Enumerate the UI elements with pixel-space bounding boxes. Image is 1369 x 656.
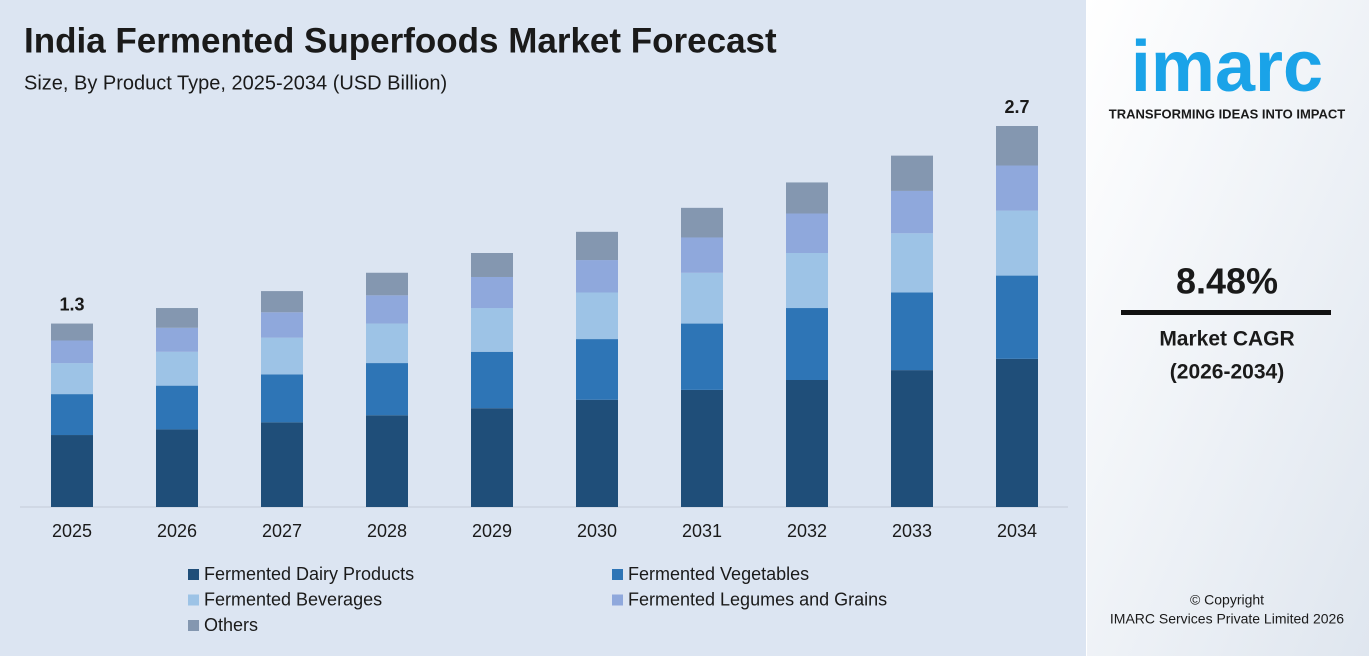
bar-segment <box>996 126 1038 166</box>
legend-swatch <box>188 594 199 606</box>
cagr-period: (2026-2034) <box>1170 361 1284 384</box>
bar-segment <box>576 292 618 340</box>
legend-label: Fermented Dairy Products <box>204 564 414 584</box>
x-tick-label: 2026 <box>157 521 197 541</box>
bar-segment <box>996 210 1038 276</box>
bar-segment <box>996 358 1038 507</box>
legend-swatch <box>612 594 623 606</box>
bar-segment <box>681 237 723 273</box>
x-tick-label: 2034 <box>997 521 1037 541</box>
company: IMARC Services Private Limited 2026 <box>1110 611 1344 627</box>
bar-segment <box>51 363 93 395</box>
bar-segment <box>576 260 618 293</box>
bar-segment <box>576 399 618 507</box>
legend-swatch <box>188 569 199 580</box>
bar-segment <box>471 351 513 409</box>
x-tick-label: 2030 <box>577 521 617 541</box>
legend-label: Others <box>204 615 258 635</box>
bar-segment <box>366 363 408 416</box>
bar-segment <box>891 370 933 507</box>
x-tick-label: 2033 <box>892 521 932 541</box>
logo: imarc <box>1131 27 1323 107</box>
legend-swatch <box>612 569 623 580</box>
bar-segment <box>996 165 1038 211</box>
chart-subtitle: Size, By Product Type, 2025-2034 (USD Bi… <box>24 72 447 94</box>
total-label: 1.3 <box>59 294 84 314</box>
bar-segment <box>891 155 933 191</box>
bar-segment <box>891 292 933 371</box>
x-tick-label: 2027 <box>262 521 302 541</box>
legend-label: Fermented Vegetables <box>628 564 809 584</box>
x-tick-label: 2031 <box>682 521 722 541</box>
bar-segment <box>261 374 303 423</box>
bar-segment <box>156 308 198 328</box>
bar-segment <box>891 233 933 293</box>
bar-segment <box>261 422 303 507</box>
bar-segment <box>576 231 618 261</box>
bar-segment <box>51 394 93 436</box>
bar-segment <box>681 389 723 507</box>
bar-segment <box>366 323 408 364</box>
bar-segment <box>366 272 408 296</box>
bar-segment <box>996 275 1038 359</box>
bar-segment <box>261 312 303 338</box>
bar-segment <box>51 340 93 364</box>
x-tick-label: 2032 <box>787 521 827 541</box>
bar-segment <box>786 182 828 214</box>
bar-segment <box>786 213 828 253</box>
bar-segment <box>261 337 303 375</box>
bar-segment <box>681 207 723 238</box>
cagr-value: 8.48% <box>1176 261 1278 302</box>
bar-segment <box>471 276 513 309</box>
bar-segment <box>366 415 408 507</box>
bar-segment <box>681 272 723 324</box>
x-tick-label: 2029 <box>472 521 512 541</box>
total-label: 2.7 <box>1004 97 1029 117</box>
bar-segment <box>156 351 198 386</box>
bar-segment <box>156 385 198 430</box>
tagline: TRANSFORMING IDEAS INTO IMPACT <box>1109 106 1345 121</box>
bar-segment <box>576 339 618 400</box>
bar-segment <box>156 429 198 507</box>
legend-label: Fermented Legumes and Grains <box>628 589 887 609</box>
cagr-rule <box>1121 310 1331 315</box>
legend-label: Fermented Beverages <box>204 589 382 609</box>
bar-segment <box>681 323 723 390</box>
bar-segment <box>366 295 408 324</box>
bar-segment <box>786 380 828 507</box>
side-panel <box>1087 0 1369 656</box>
bar-segment <box>471 253 513 277</box>
bar-segment <box>261 291 303 313</box>
legend-swatch <box>188 620 199 631</box>
bar-segment <box>786 308 828 380</box>
x-tick-label: 2025 <box>52 521 92 541</box>
copyright: © Copyright <box>1190 592 1264 608</box>
bar-segment <box>471 408 513 507</box>
bar-segment <box>786 253 828 309</box>
bar-segment <box>471 308 513 352</box>
bar-segment <box>51 435 93 507</box>
chart-title: India Fermented Superfoods Market Foreca… <box>24 21 777 60</box>
bar-segment <box>891 190 933 234</box>
x-tick-label: 2028 <box>367 521 407 541</box>
cagr-label: Market CAGR <box>1159 328 1294 351</box>
bar-segment <box>51 323 93 341</box>
bar-segment <box>156 327 198 352</box>
